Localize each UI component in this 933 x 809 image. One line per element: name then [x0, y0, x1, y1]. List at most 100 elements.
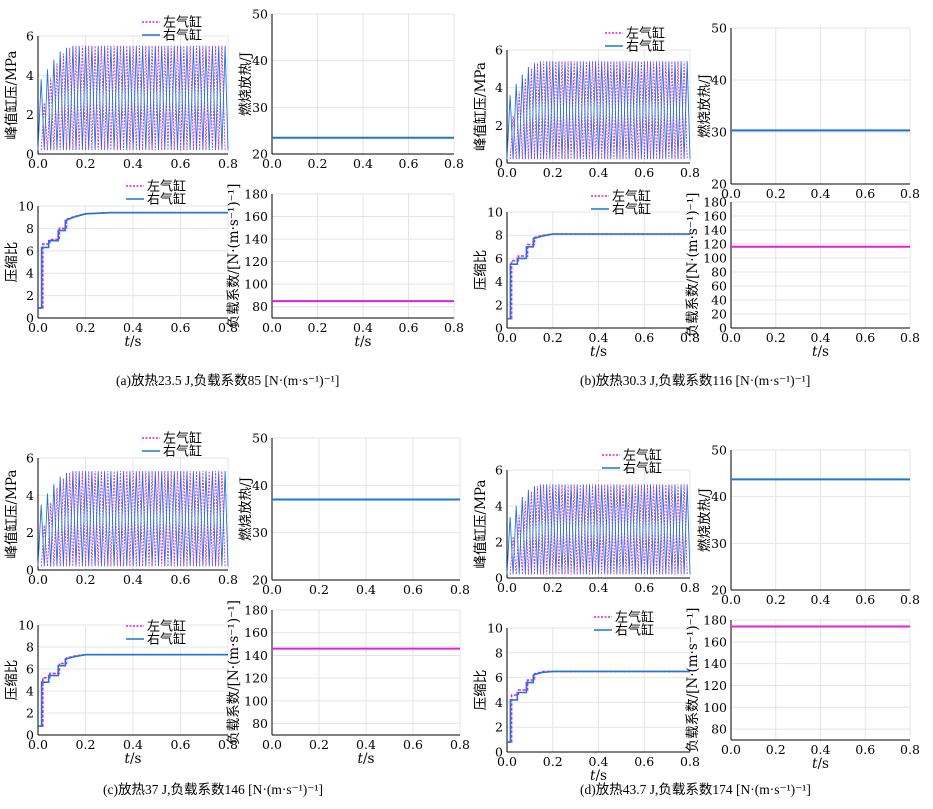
a-ratio-series-left-cylinder [38, 211, 228, 309]
caption-d: (d)放热43.7 J,负载系数174 [N·(m·s⁻¹)⁻¹] [580, 782, 811, 797]
panel-b-load: 0.0 0.2 0.4 0.6 0.8 020406080100120140160180负… [685, 193, 920, 360]
a-load-xlabel: t/s [355, 334, 372, 350]
b-load-ylabel: 负载系数/[N·(m·s⁻¹)⁻¹] [685, 193, 701, 338]
d-load-ytick-label: 80 [711, 722, 727, 737]
a-load-xlabel-unit: /s [360, 334, 372, 350]
c-heat-ytick-label: 50 [252, 431, 268, 446]
c-ratio-xlabel-t: t [125, 751, 131, 767]
panel-c-heat: 0.0 0.2 0.4 0.6 0.8 20 30 40 50 燃烧放热/J [237, 431, 470, 598]
a-pressure-ytick-label: 2 [26, 107, 34, 122]
a-ratio-legend-label-0: 左气缸 [147, 179, 186, 195]
b-load-ytick-label: 20 [711, 307, 727, 322]
b-pressure-ytick-label: 2 [495, 118, 503, 133]
c-pressure-ytick-label: 2 [26, 525, 34, 540]
panel-d-load: 0.0 0.2 0.4 0.6 0.8 80 100 120 140 160 180负载系数/[N·… [685, 608, 920, 772]
a-pressure-ytick-label: 6 [26, 29, 34, 44]
b-ratio-xlabel-t: t [590, 344, 596, 360]
c-pressure-xtick-label: 0.8 [218, 572, 238, 587]
b-pressure-series-left-cylinder [509, 61, 688, 160]
c-heat-xtick-label: 0.0 [262, 582, 282, 597]
b-load-xtick-label: 0.2 [766, 330, 786, 345]
b-pressure-ytick-label: 4 [495, 80, 503, 95]
c-heat-xtick-label: 0.8 [450, 582, 470, 597]
b-pressure-xtick-label: 0.2 [543, 165, 563, 180]
b-load-ytick-label: 60 [711, 279, 727, 294]
c-load-xlabel-unit: /s [363, 751, 375, 767]
a-heat-xtick-label: 0.8 [444, 156, 464, 171]
a-load-ytick-label: 160 [244, 209, 268, 224]
a-load-xtick-label: 0.4 [353, 320, 373, 335]
a-pressure-xtick-label: 0.6 [171, 156, 191, 171]
b-pressure-xtick-label: 0.4 [589, 165, 609, 180]
a-heat-xtick-label: 0.0 [262, 156, 282, 171]
b-load-xlabel-unit: /s [817, 344, 829, 360]
b-ratio-xtick-label: 0.4 [589, 330, 609, 345]
a-pressure-xtick-label: 0.2 [76, 156, 96, 171]
b-ratio-xtick-label: 0.8 [680, 330, 700, 345]
d-load-ylabel: 负载系数/[N·(m·s⁻¹)⁻¹] [685, 608, 701, 753]
a-pressure-xtick-label: 0.0 [28, 156, 48, 171]
panel-b-heat: 0.0 0.2 0.4 0.6 0.8 20 30 40 50 燃烧放热/J [696, 21, 920, 202]
c-pressure-ytick-label: 0 [26, 563, 34, 578]
a-load-ytick-label: 80 [252, 299, 268, 314]
c-load-ylabel: 负载系数/[N·(m·s⁻¹)⁻¹] [226, 600, 242, 745]
d-load-ytick-label: 180 [703, 613, 727, 628]
b-load-xlabel-t: t [812, 344, 818, 360]
c-load-xtick-label: 0.0 [262, 737, 282, 752]
b-load-ytick-label: 120 [703, 237, 727, 252]
a-load-xlabel-t: t [355, 334, 361, 350]
d-ratio-xlabel-unit: /s [595, 768, 607, 784]
b-load-ytick-label: 100 [703, 251, 727, 266]
b-heat-xtick-label: 0.2 [766, 186, 786, 201]
d-ratio-xtick-label: 0.6 [634, 754, 654, 769]
a-ratio-xtick-label: 0.0 [28, 320, 48, 335]
a-heat-xtick-label: 0.6 [399, 156, 419, 171]
d-ratio-xtick-label: 0.0 [497, 754, 517, 769]
a-pressure-legend-label-0: 左气缸 [163, 15, 202, 31]
c-load-ytick-label: 180 [244, 603, 268, 618]
c-ratio-xtick-label: 0.2 [76, 737, 96, 752]
b-load-xtick-label: 0.6 [855, 330, 875, 345]
a-load-ytick-label: 100 [244, 277, 268, 292]
c-ratio-xtick-label: 0.4 [123, 737, 143, 752]
b-heat-ytick-label: 20 [711, 177, 727, 192]
d-load-ytick-label: 100 [703, 700, 727, 715]
c-load-ytick-label: 140 [244, 648, 268, 663]
c-ratio-ylabel: 压缩比 [4, 660, 20, 701]
c-ratio-ytick-label: 2 [26, 706, 34, 721]
d-pressure-xtick-label: 0.0 [497, 580, 517, 595]
b-heat-xtick-label: 0.0 [721, 186, 741, 201]
b-heat-ytick-label: 50 [711, 21, 727, 36]
a-pressure-legend-label-1: 右气缸 [163, 28, 202, 44]
c-heat-ytick-label: 30 [252, 525, 268, 540]
a-ratio-xtick-label: 0.2 [76, 320, 96, 335]
b-ratio-ylabel: 压缩比 [473, 250, 489, 291]
b-pressure-xtick-label: 0.0 [497, 165, 517, 180]
d-pressure-xtick-label: 0.6 [634, 580, 654, 595]
panel-a-load: 0.0 0.2 0.4 0.6 0.8 80 100 120 140 160 180负载系数/[N·… [226, 184, 464, 350]
c-pressure-xtick-label: 0.6 [171, 572, 191, 587]
a-ratio-ytick-label: 10 [18, 199, 34, 214]
b-pressure-ytick-label: 0 [495, 156, 503, 171]
d-heat-ytick-label: 20 [711, 583, 727, 598]
d-ratio-ytick-label: 10 [487, 621, 503, 636]
d-ratio-series-right-cylinder [507, 670, 690, 743]
b-ratio-xlabel: t/s [590, 344, 607, 360]
a-heat-ytick-label: 50 [252, 7, 268, 22]
a-load-ytick-label: 120 [244, 254, 268, 269]
d-heat-xtick-label: 0.8 [900, 592, 920, 607]
c-load-xtick-label: 0.6 [403, 737, 423, 752]
a-ratio-xlabel: t/s [125, 334, 142, 350]
c-heat-ytick-label: 20 [252, 573, 268, 588]
b-load-ytick-label: 180 [703, 195, 727, 210]
c-load-xlabel: t/s [358, 751, 375, 767]
c-load-xlabel-t: t [358, 751, 364, 767]
a-pressure-xtick-label: 0.8 [218, 156, 238, 171]
a-heat-xtick-label: 0.4 [353, 156, 373, 171]
d-load-ytick-label: 140 [703, 656, 727, 671]
d-load-xtick-label: 0.4 [811, 742, 831, 757]
b-pressure-xtick-label: 0.6 [634, 165, 654, 180]
panel-a-heat: 0.0 0.2 0.4 0.6 0.8 20 30 40 50 燃烧放热/J [237, 7, 464, 172]
